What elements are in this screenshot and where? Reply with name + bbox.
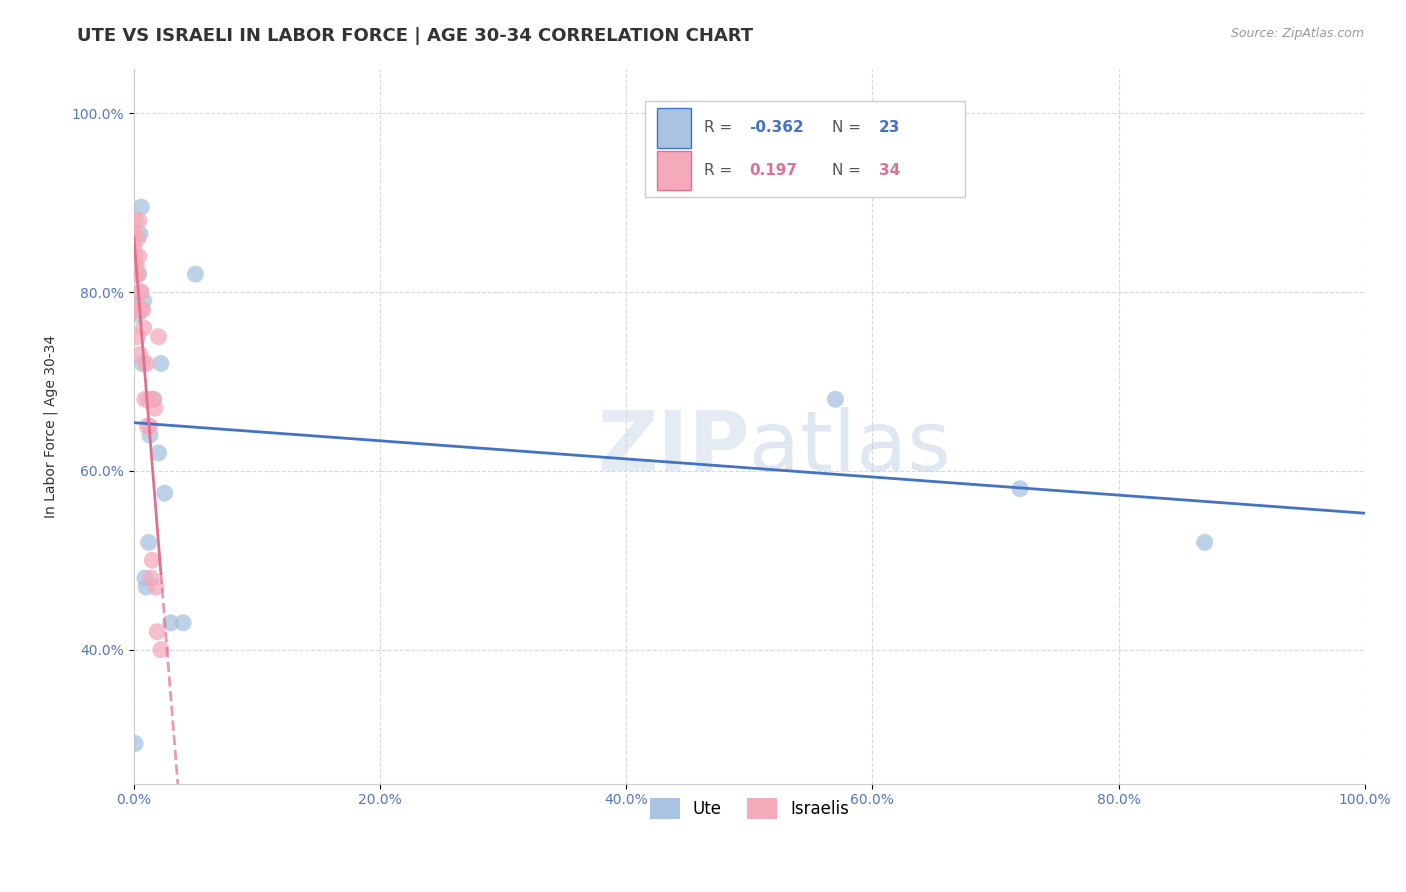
Text: 23: 23 [879,120,900,136]
Point [135,357,157,371]
Point [127,307,149,321]
FancyBboxPatch shape [645,101,965,197]
Point [148,446,170,460]
Point [135,580,157,594]
Point [124,302,146,317]
Point [129,302,152,317]
Text: -0.362: -0.362 [749,120,804,136]
Point [122,231,145,245]
Point [143,401,166,416]
Point [132,320,155,334]
Point [141,392,163,407]
Point [129,285,152,299]
Point [159,615,181,630]
Point [139,419,162,434]
Text: atlas: atlas [749,407,950,488]
Point [124,267,146,281]
Point [139,428,162,442]
Point [134,571,156,585]
Point [124,737,146,751]
Point [128,213,150,227]
Point [129,348,152,362]
Point [141,553,163,567]
Point [127,267,149,281]
Text: N =: N = [832,120,866,136]
Point [129,200,152,214]
Point [142,392,165,407]
Point [125,302,148,317]
Point [124,298,146,312]
Point [128,267,150,281]
Point [122,258,145,272]
Text: R =: R = [704,163,737,178]
Text: N =: N = [832,163,866,178]
Legend: Ute, Israelis: Ute, Israelis [643,792,856,825]
Point [129,227,152,241]
Point [138,392,160,407]
Point [131,357,153,371]
Point [1010,482,1032,496]
Point [1194,535,1216,549]
Point [142,392,165,407]
Point [149,642,172,657]
Point [172,615,194,630]
Point [128,249,150,263]
Y-axis label: In Labor Force | Age 30-34: In Labor Force | Age 30-34 [44,334,58,517]
Text: ZIP: ZIP [596,407,749,488]
Text: 34: 34 [879,163,900,178]
Point [124,213,146,227]
Point [122,240,145,254]
Point [127,231,149,245]
Point [145,580,167,594]
Point [122,222,145,236]
Point [127,329,149,343]
Point [131,302,153,317]
Bar [657,151,692,191]
Bar [657,108,692,147]
Point [153,486,176,500]
Point [148,329,170,343]
Point [124,249,146,263]
Text: Source: ZipAtlas.com: Source: ZipAtlas.com [1230,27,1364,40]
Point [139,571,162,585]
Text: R =: R = [704,120,737,136]
Point [149,357,172,371]
Point [824,392,846,407]
Point [138,535,160,549]
Text: UTE VS ISRAELI IN LABOR FORCE | AGE 30-34 CORRELATION CHART: UTE VS ISRAELI IN LABOR FORCE | AGE 30-3… [77,27,754,45]
Point [136,419,159,434]
Point [184,267,207,281]
Point [125,258,148,272]
Text: 0.197: 0.197 [749,163,797,178]
Point [134,392,156,407]
Point [132,293,155,308]
Point [129,285,152,299]
Point [146,624,169,639]
